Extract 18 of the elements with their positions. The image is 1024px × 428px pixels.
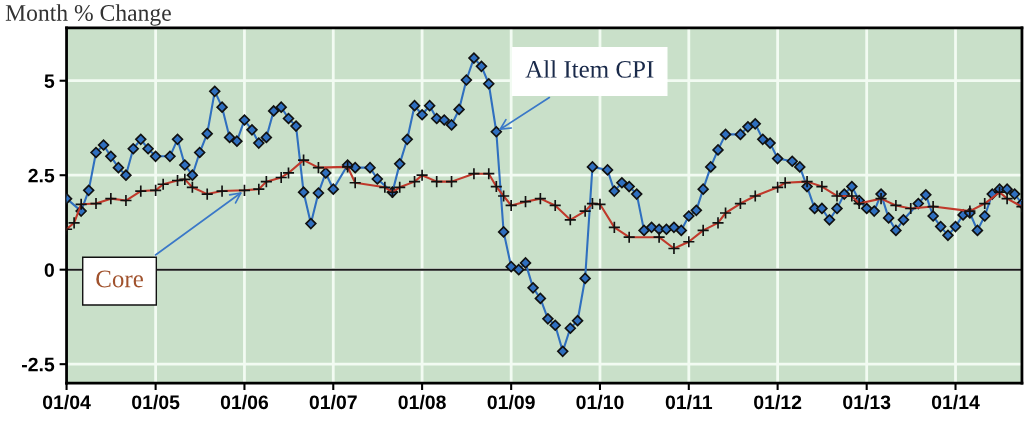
x-tick-label: 01/12 [754,394,802,410]
x-tick-label: 01/11 [665,394,713,410]
y-tick-label: -2.5 [22,357,55,372]
x-tick-label: 01/08 [398,394,446,410]
x-tick-label: 01/06 [220,394,269,410]
x-tick-label: 01/10 [576,394,624,410]
x-tick-label: 01/07 [309,394,357,410]
y-tick-label: 2.5 [28,168,55,183]
series-label: All Item CPI [525,60,654,78]
y-tick-label: 0 [44,263,54,277]
text: Core [96,270,143,288]
x-tick-label: 01/09 [487,394,535,410]
chart-title: Month % Change [5,4,171,26]
x-tick-label: 01/04 [43,394,91,410]
x-tick-label: 01/14 [931,394,980,410]
x-tick-label: 01/13 [843,394,891,410]
y-tick-label: 5 [44,74,55,88]
x-tick-label: 01/05 [132,394,180,410]
